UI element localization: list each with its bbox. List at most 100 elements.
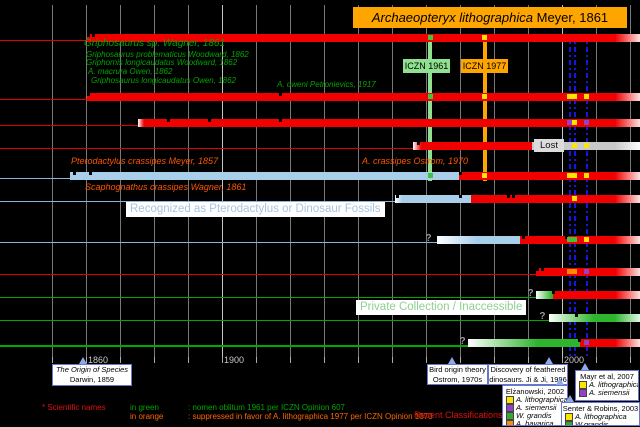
axis-tick bbox=[460, 357, 462, 363]
bar-segment bbox=[471, 195, 640, 203]
event-line: Ostrom, 1970s bbox=[432, 374, 483, 384]
callout-arrow-icon bbox=[79, 357, 87, 364]
legend-item: A. siemensii bbox=[503, 403, 567, 413]
classification-dot bbox=[567, 173, 573, 178]
classification-dot bbox=[427, 35, 433, 40]
axis-tick bbox=[494, 357, 496, 363]
event-box-feathered-dinosaurs: Discovery of feathered dinosaurs. Ji & J… bbox=[488, 364, 568, 385]
axis-tick bbox=[630, 357, 632, 363]
axis-tick bbox=[154, 357, 156, 363]
gridline bbox=[630, 5, 632, 357]
title-species: Archaeopteryx lithographica bbox=[371, 10, 533, 25]
species-name: A. siemensii bbox=[516, 403, 557, 413]
species-name: W. grandis bbox=[516, 411, 552, 421]
bar-segment bbox=[552, 291, 640, 299]
species-name: A. lithographica bbox=[589, 380, 639, 390]
footnote-green-text: : nomen oblitum 1961 per ICZN Opinion 60… bbox=[188, 403, 345, 412]
axis-tick bbox=[120, 357, 122, 363]
footnote-prefix: * Scientific names bbox=[42, 403, 106, 412]
axis-tick bbox=[596, 357, 598, 363]
color-swatch bbox=[506, 412, 514, 420]
row-baseline bbox=[0, 345, 640, 347]
row-baseline bbox=[0, 297, 640, 298]
classification-box-mayr: Mayr et al, 2007 A. lithographica A. sie… bbox=[575, 370, 639, 401]
classification-dot bbox=[572, 196, 578, 201]
bar-segment bbox=[137, 119, 640, 127]
classification-dot bbox=[584, 173, 590, 178]
axis-tick bbox=[256, 357, 258, 363]
gridline bbox=[86, 5, 88, 357]
bar-segment bbox=[535, 291, 553, 299]
bar-segment bbox=[394, 195, 471, 203]
classification-dot bbox=[567, 94, 573, 99]
classification-dot bbox=[572, 173, 578, 178]
gridline bbox=[290, 5, 292, 357]
bar-segment bbox=[459, 172, 640, 180]
species-name: A. lithographica bbox=[575, 412, 627, 422]
gridline bbox=[154, 5, 156, 357]
gridline bbox=[494, 5, 496, 357]
gridline bbox=[358, 5, 360, 357]
classification-dot bbox=[572, 120, 578, 125]
row-baseline bbox=[0, 148, 640, 149]
synonym-label: Griphornis longicaudatus Woodward, 1862 bbox=[86, 58, 238, 67]
watermark-private-collection: Private Collection / Inaccessible bbox=[356, 300, 527, 315]
classification-dot bbox=[572, 143, 578, 148]
uncertain-start-mark: ? bbox=[459, 336, 466, 347]
iczn-marker-line bbox=[428, 34, 433, 181]
event-dot bbox=[396, 195, 400, 198]
synonym-label: Griphosaurus sp. Wagner, 1861 bbox=[84, 38, 226, 49]
axis-label-1860: 1860 bbox=[88, 355, 109, 365]
axis-tick bbox=[392, 357, 394, 363]
classification-title: Elżanowski, 2002 bbox=[505, 387, 565, 396]
footnote-orange-text: : suppressed in favor of A. lithographic… bbox=[188, 412, 433, 421]
axis-tick bbox=[188, 357, 190, 363]
callout-arrow-icon bbox=[581, 363, 589, 370]
classification-dot bbox=[572, 237, 578, 242]
classification-dot bbox=[584, 143, 590, 148]
synonym-label: A. macrura Owen, 1862 bbox=[88, 67, 173, 76]
legend-item: A. lithographica bbox=[576, 380, 639, 390]
event-dot bbox=[87, 93, 90, 96]
event-line: Bird origin theory bbox=[429, 365, 486, 374]
gridline bbox=[562, 5, 564, 357]
event-dot bbox=[87, 34, 90, 37]
event-line: Darwin, 1859 bbox=[69, 374, 115, 384]
legend-item: A. bavarica bbox=[503, 419, 567, 425]
classification-dot bbox=[584, 269, 590, 274]
color-swatch bbox=[506, 396, 514, 404]
event-dot bbox=[207, 119, 211, 122]
classification-dot bbox=[572, 94, 578, 99]
footnote-green-key: in green bbox=[130, 403, 159, 412]
classification-dot bbox=[482, 173, 488, 178]
row-baseline bbox=[0, 201, 640, 202]
event-dot bbox=[88, 172, 92, 175]
color-swatch bbox=[565, 421, 573, 425]
classification-dot bbox=[584, 237, 590, 242]
uncertain-start-mark: ? bbox=[527, 288, 534, 299]
callout-arrow-icon bbox=[448, 357, 456, 364]
legend-item: A. siemensii bbox=[576, 388, 638, 397]
classification-dot bbox=[584, 94, 590, 99]
gridline bbox=[188, 5, 190, 357]
gridline bbox=[52, 5, 54, 357]
synonym-label: Griphosaurus longicaudatus Owen, 1862 bbox=[91, 76, 236, 85]
gridline bbox=[528, 5, 530, 357]
bar-segment bbox=[520, 236, 640, 244]
species-name: A. lithographica bbox=[516, 395, 568, 405]
species-name: W.grandis bbox=[575, 420, 609, 426]
suppressed-name-label: A. crassipes Ostrom, 1970 bbox=[362, 156, 469, 166]
uncertain-start-mark: ? bbox=[425, 233, 432, 244]
bar-segment bbox=[413, 142, 533, 150]
bar-segment bbox=[86, 93, 640, 101]
event-line: The Origin of Species bbox=[55, 365, 129, 374]
classification-dot bbox=[482, 35, 488, 40]
event-line: dinosaurs. Ji & Ji, 1996 bbox=[489, 374, 567, 384]
axis-tick bbox=[358, 357, 360, 363]
gridline bbox=[120, 5, 122, 357]
classification-dot bbox=[427, 173, 433, 178]
color-swatch bbox=[579, 381, 587, 389]
classification-dot bbox=[567, 120, 573, 125]
suppressed-name-label: Pterodactylus crassipes Meyer, 1857 bbox=[71, 156, 219, 166]
